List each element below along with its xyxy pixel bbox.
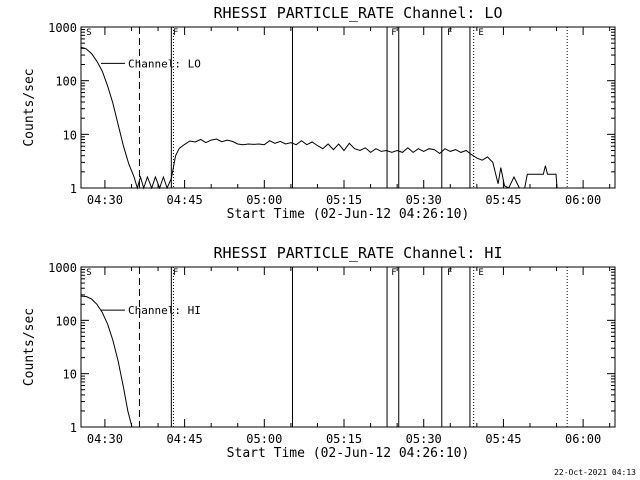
x-tick-label: 05:00 — [246, 193, 282, 207]
event-flag-label: F — [173, 268, 178, 278]
y-tick-label: 100 — [55, 75, 77, 89]
y-tick-label: 100 — [55, 314, 77, 328]
x-tick-label: 05:15 — [326, 432, 362, 446]
plot-frame — [80, 26, 616, 189]
x-tick-label: 05:30 — [406, 432, 442, 446]
y-tick-label: 1000 — [48, 261, 77, 275]
x-axis-label: Start Time (02-Jun-12 04:26:10) — [227, 446, 470, 461]
event-flag-label: F — [391, 268, 396, 278]
y-tick-label: 10 — [63, 368, 77, 382]
panel-lo: RHESSI PARTICLE_RATE Channel: LO 04:30 04:… — [22, 4, 616, 222]
series-line-hi — [80, 295, 133, 428]
y-tick-label: 1 — [70, 182, 77, 196]
event-flag-label: E — [478, 268, 483, 278]
event-flag-label: S — [86, 28, 91, 38]
x-tick-label: 06:00 — [565, 193, 601, 207]
event-flag-label: F — [391, 28, 396, 38]
event-flag-label: F — [447, 28, 452, 38]
legend-label: Channel: HI — [128, 304, 201, 317]
event-flag-label: S — [86, 268, 91, 278]
footer-timestamp: 22-Oct-2021 04:13 — [554, 468, 636, 477]
legend-label: Channel: LO — [128, 57, 201, 70]
x-axis-label: Start Time (02-Jun-12 04:26:10) — [227, 207, 470, 222]
event-flag-label: F — [447, 268, 452, 278]
y-axis-label: Counts/sec — [22, 308, 37, 386]
chart-title: RHESSI PARTICLE_RATE Channel: HI — [214, 244, 503, 262]
x-tick-label: 05:45 — [485, 193, 521, 207]
x-tick-label: 05:00 — [246, 432, 282, 446]
x-tick-label: 04:45 — [167, 432, 203, 446]
y-tick-label: 10 — [63, 128, 77, 142]
series-line-lo — [80, 46, 558, 190]
x-tick-label: 04:45 — [167, 193, 203, 207]
event-flag-label: E — [478, 28, 483, 38]
y-axis-label: Counts/sec — [22, 68, 37, 146]
chart-title: RHESSI PARTICLE_RATE Channel: LO — [214, 4, 503, 22]
y-tick-label: 1 — [70, 421, 77, 435]
event-flag-label: F — [173, 28, 178, 38]
y-tick-label: 1000 — [48, 21, 77, 35]
plot-frame — [80, 266, 616, 428]
x-tick-label: 05:30 — [406, 193, 442, 207]
x-tick-label: 05:45 — [485, 432, 521, 446]
x-tick-label: 06:00 — [565, 432, 601, 446]
x-tick-label: 04:30 — [87, 432, 123, 446]
x-tick-label: 05:15 — [326, 193, 362, 207]
panel-hi: RHESSI PARTICLE_RATE Channel: HI 04:30 04:… — [22, 244, 616, 461]
x-tick-label: 04:30 — [87, 193, 123, 207]
